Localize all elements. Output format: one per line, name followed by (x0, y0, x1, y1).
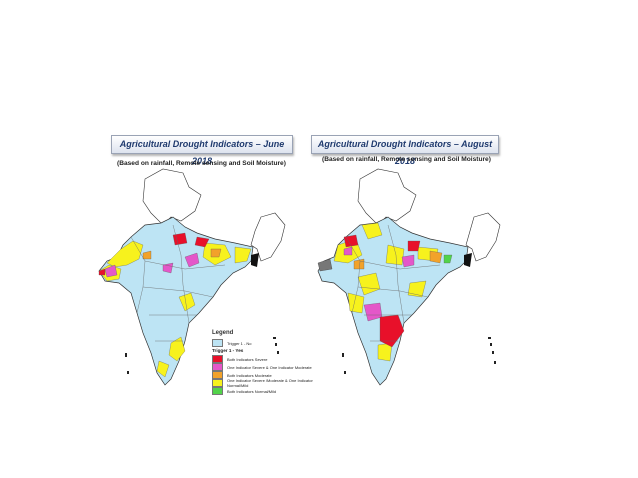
june-map-subtitle: (Based on rainfall, Remote sensing and S… (117, 160, 286, 167)
red-patch-2 (343, 234, 359, 248)
orange-patch-1 (429, 250, 443, 264)
legend-swatch-no (212, 339, 223, 347)
red-areas (98, 232, 210, 276)
yellow-patch-rajasthan (106, 240, 144, 268)
magenta-patch-2 (401, 254, 415, 268)
yellow-patch-bihar (234, 246, 252, 264)
legend-row-3: One Indicator Severe /Moderate & One Ind… (212, 378, 332, 388)
legend-swatch-1 (212, 363, 223, 371)
legend-label-2: Both Indicators Moderate (227, 372, 272, 378)
legend-trigger-yes: Trigger 1 - Yes (212, 348, 244, 353)
red-patch-south (379, 314, 405, 348)
northeast-region-outline (465, 212, 501, 262)
magenta-areas (343, 246, 415, 322)
red-patch-3 (407, 240, 421, 252)
green-patch-1 (443, 254, 453, 264)
legend-row-4: Both Indicators Normal/Mild (212, 387, 332, 395)
red-patch-2 (194, 236, 210, 248)
legend-label-4: Both Indicators Normal/Mild (227, 388, 277, 394)
legend-row-2: Both Indicators Moderate (212, 371, 332, 379)
orange-patch-2 (142, 250, 152, 260)
red-areas (343, 234, 421, 348)
legend-label-no: Trigger 1 - No (227, 340, 252, 346)
magenta-patch-2 (184, 252, 200, 268)
mainland-outline (317, 216, 469, 386)
legend-swatch-3 (212, 379, 223, 387)
legend-label-0: Both Indicators Severe (227, 356, 268, 362)
yellow-patch-coast (178, 292, 196, 312)
yellow-patch-3 (385, 244, 405, 266)
august-map-title: Agricultural Drought Indicators – August… (311, 135, 499, 166)
june-map-title: Agricultural Drought Indicators – June 2… (111, 135, 293, 166)
yellow-patch-south (168, 336, 186, 362)
black-patch-east (251, 253, 259, 267)
legend-row-0: Both Indicators Severe (212, 355, 332, 363)
legend-label-3: One Indicator Severe /Moderate & One Ind… (227, 378, 313, 388)
islands (125, 337, 279, 374)
red-patch-1 (172, 232, 188, 246)
map-legend: Legend Trigger 1 - No Trigger 1 - Yes Bo… (212, 330, 332, 395)
magenta-areas (104, 252, 200, 278)
yellow-patch-8 (407, 280, 427, 298)
northeast-region-outline (250, 212, 286, 262)
red-patch-3 (98, 268, 106, 276)
legend-row-1: One Indicator Severe & One Indicator Mod… (212, 363, 332, 371)
august-map-subtitle: (Based on rainfall, Remote sensing and S… (322, 156, 491, 163)
gray-patch-west (317, 258, 333, 272)
legend-title: Legend (212, 330, 234, 336)
yellow-patch-kerala (156, 360, 170, 378)
north-region-outline (142, 168, 202, 226)
yellow-patch-6 (347, 292, 365, 314)
orange-patch-1 (210, 248, 222, 258)
august-drought-map (317, 168, 501, 386)
state-boundaries (130, 224, 226, 342)
orange-areas (142, 248, 222, 260)
legend-swatch-4 (212, 387, 223, 395)
legend-swatch-2 (212, 371, 223, 379)
green-areas (443, 254, 453, 264)
legend-label-1: One Indicator Severe & One Indicator Mod… (227, 364, 312, 370)
legend-row-trigger-no: Trigger 1 - No (212, 339, 332, 347)
north-region-outline (357, 168, 417, 226)
yellow-patch-2 (361, 222, 383, 240)
islands (342, 337, 496, 374)
legend-swatch-0 (212, 355, 223, 363)
state-boundaries (345, 224, 441, 342)
magenta-patch-3 (343, 246, 353, 256)
magenta-patch-3 (162, 262, 174, 274)
black-patch-east (464, 253, 472, 267)
magenta-patch-1 (104, 264, 118, 278)
june-drought-map (98, 168, 286, 386)
